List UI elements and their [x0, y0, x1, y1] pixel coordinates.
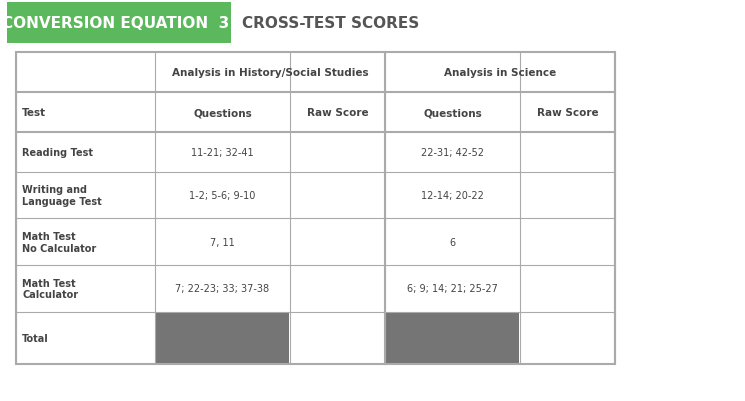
- Text: Test: Test: [22, 108, 46, 118]
- Text: Math Test
No Calculator: Math Test No Calculator: [22, 231, 96, 253]
- Text: Total: Total: [22, 333, 49, 343]
- Text: Math Test
Calculator: Math Test Calculator: [22, 278, 78, 300]
- Text: Raw Score: Raw Score: [307, 108, 368, 118]
- Text: 22-31; 42-52: 22-31; 42-52: [421, 148, 484, 158]
- Text: 6; 9; 14; 21; 25-27: 6; 9; 14; 21; 25-27: [407, 284, 498, 294]
- Text: Raw Score: Raw Score: [536, 108, 598, 118]
- Text: Analysis in Science: Analysis in Science: [444, 68, 556, 78]
- Text: 1-2; 5-6; 9-10: 1-2; 5-6; 9-10: [189, 190, 256, 200]
- Text: Analysis in History/Social Studies: Analysis in History/Social Studies: [171, 68, 368, 78]
- Text: Questions: Questions: [193, 108, 252, 118]
- Text: 12-14; 20-22: 12-14; 20-22: [421, 190, 484, 200]
- Bar: [16, 53, 615, 364]
- Bar: [386, 312, 519, 364]
- Text: 7; 22-23; 33; 37-38: 7; 22-23; 33; 37-38: [175, 284, 270, 294]
- Text: Questions: Questions: [423, 108, 482, 118]
- Text: 7, 11: 7, 11: [210, 237, 235, 247]
- FancyBboxPatch shape: [7, 3, 231, 44]
- Bar: [156, 312, 289, 364]
- Text: 11-21; 32-41: 11-21; 32-41: [191, 148, 254, 158]
- Text: CONVERSION EQUATION  3: CONVERSION EQUATION 3: [1, 16, 229, 30]
- Text: 6: 6: [449, 237, 455, 247]
- Text: Writing and
Language Test: Writing and Language Test: [22, 185, 102, 207]
- Text: CROSS-TEST SCORES: CROSS-TEST SCORES: [242, 16, 419, 30]
- Text: Reading Test: Reading Test: [22, 148, 93, 158]
